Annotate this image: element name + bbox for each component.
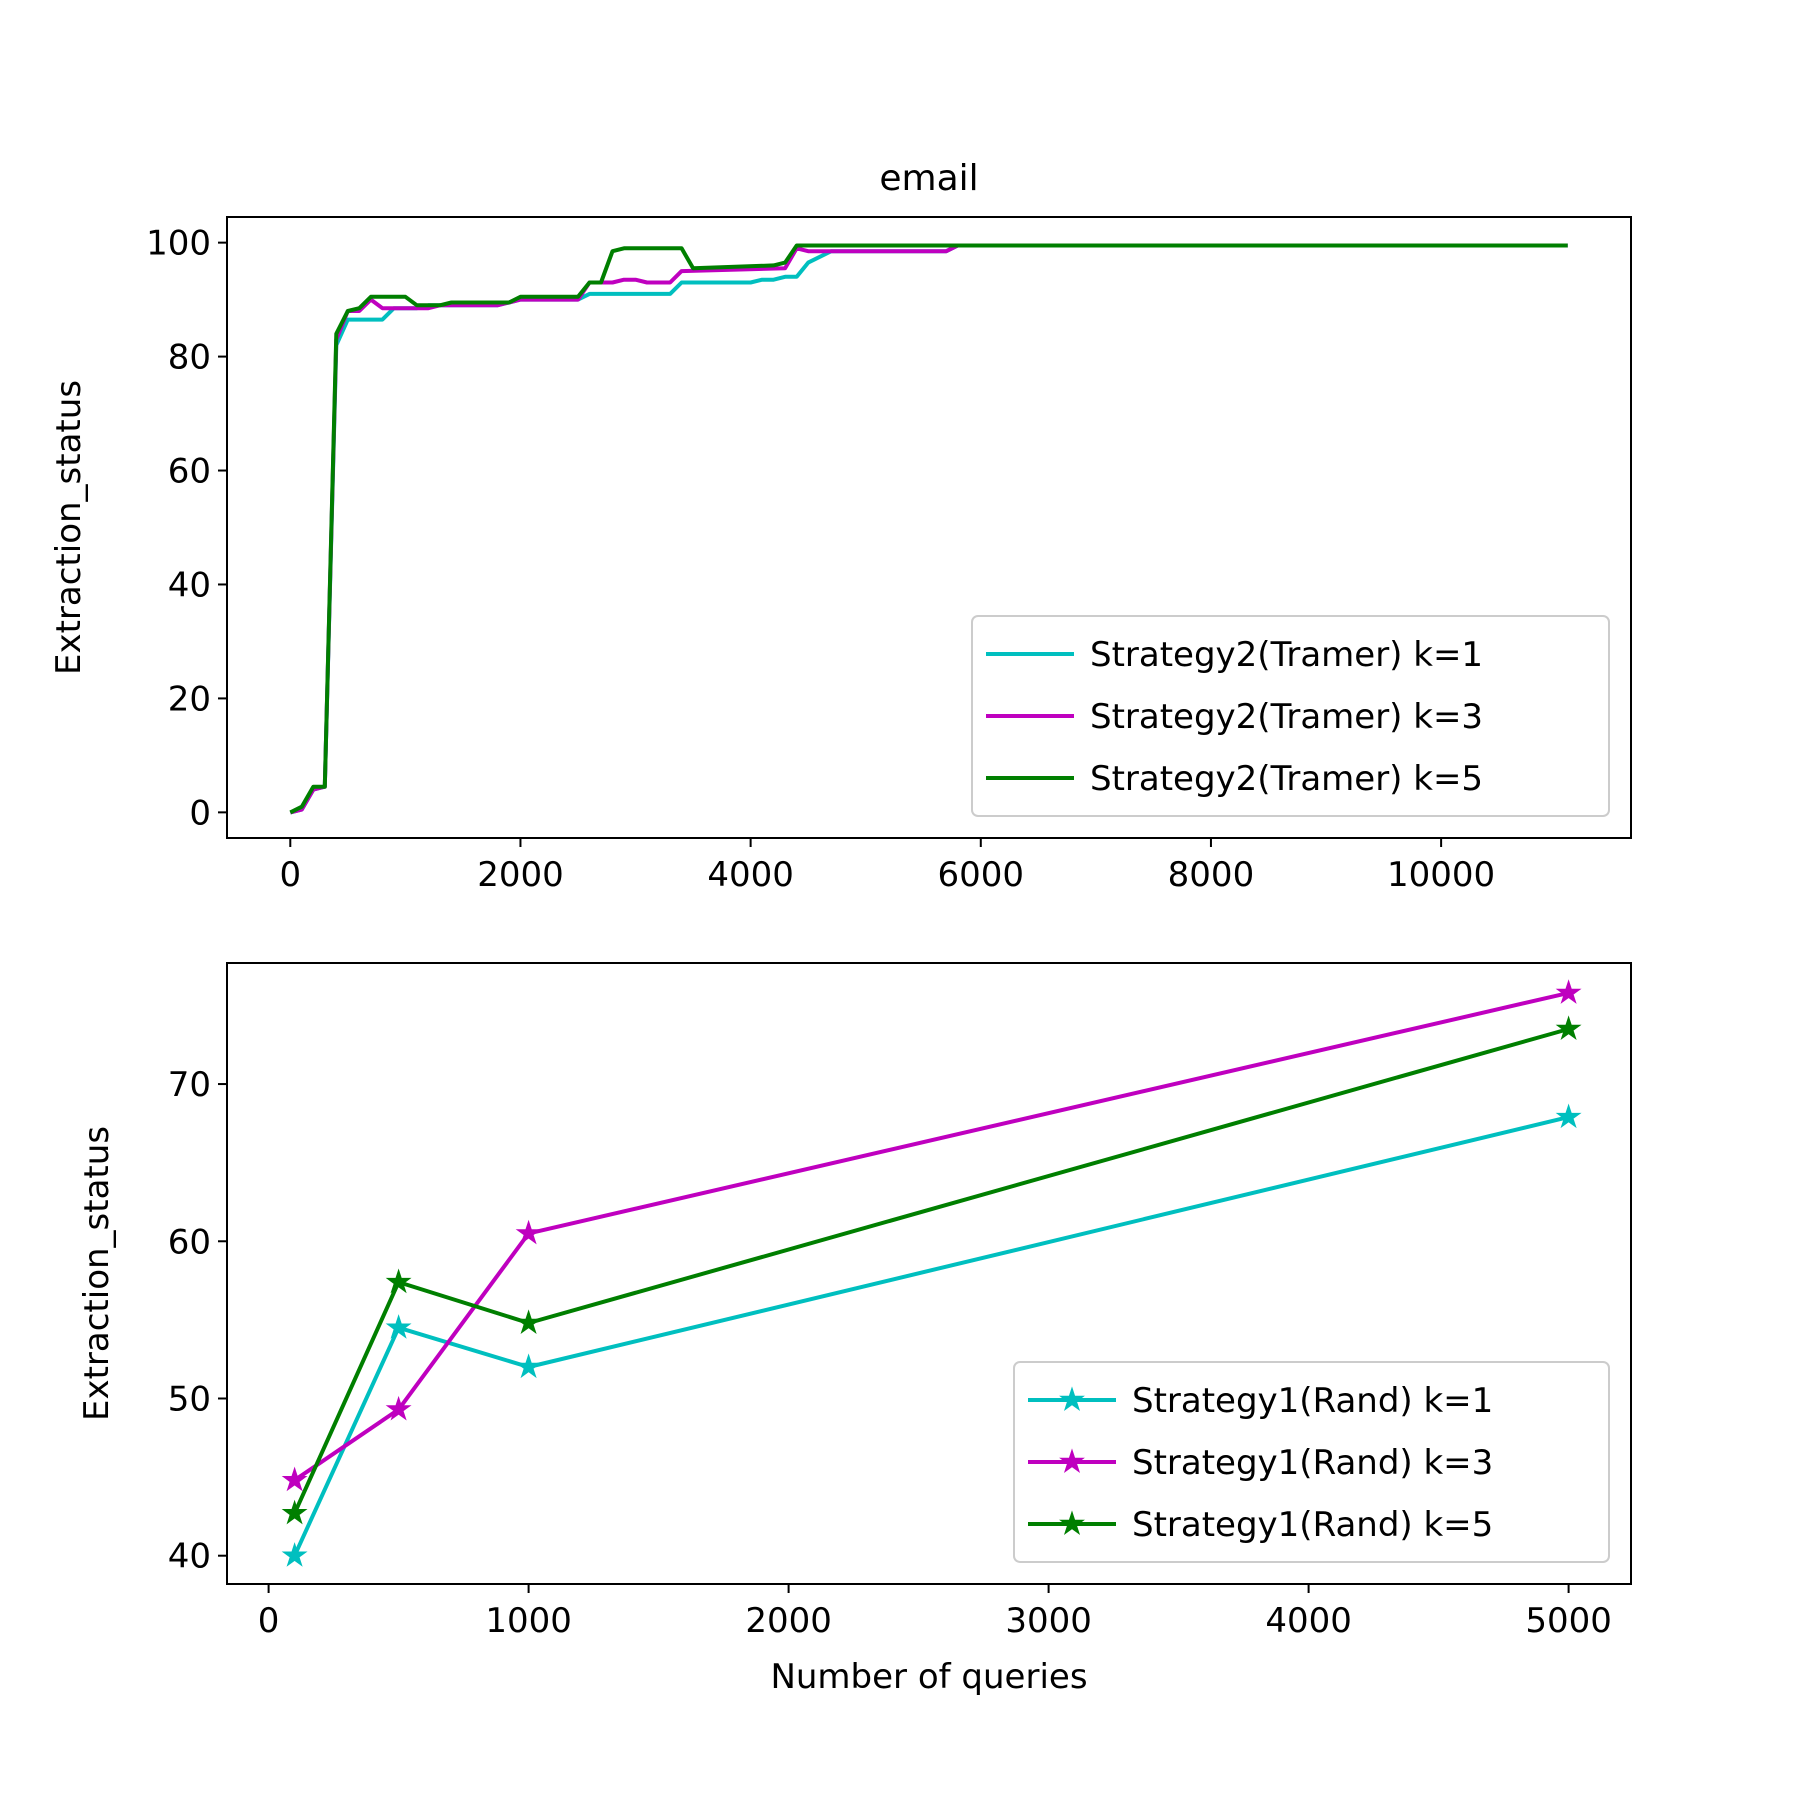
x-tick-label: 1000 bbox=[485, 1601, 572, 1641]
series-line-3 bbox=[289, 243, 1568, 815]
x-tick-label: 6000 bbox=[938, 855, 1025, 895]
axes-frame bbox=[226, 216, 1632, 839]
y-tick-label: 0 bbox=[189, 793, 211, 833]
legend: Strategy2(Tramer) k=1 Strategy2(Tramer) k… bbox=[971, 615, 1610, 817]
y-tick-label: 60 bbox=[168, 452, 211, 492]
y-tick-label: 70 bbox=[168, 1065, 211, 1105]
y-tick-label: 40 bbox=[168, 1537, 211, 1577]
legend-label: Strategy2(Tramer) k=5 bbox=[1090, 759, 1483, 799]
y-tick-label: 80 bbox=[168, 338, 211, 378]
legend-label: Strategy1(Rand) k=3 bbox=[1132, 1443, 1493, 1483]
x-tick-label: 2000 bbox=[745, 1601, 832, 1641]
axes-frame bbox=[226, 962, 1632, 1585]
legend-label: Strategy1(Rand) k=5 bbox=[1132, 1505, 1493, 1545]
legend: Strategy1(Rand) k=1 Strategy1(Rand) k=3 St… bbox=[1013, 1361, 1610, 1563]
data-point-marker bbox=[385, 1268, 412, 1294]
data-point-marker bbox=[1555, 1015, 1582, 1040]
series-line-3 bbox=[292, 1027, 1570, 1515]
legend-box bbox=[971, 615, 1610, 817]
x-tick-label: 10000 bbox=[1387, 855, 1495, 895]
y-tick-label: 60 bbox=[168, 1222, 211, 1262]
figure-title: email bbox=[879, 158, 978, 199]
legend-label: Strategy1(Rand) k=1 bbox=[1132, 1381, 1493, 1421]
x-tick-label: 4000 bbox=[707, 855, 794, 895]
y-axis-label: Extraction_status bbox=[77, 1126, 117, 1421]
data-point-marker bbox=[515, 1309, 542, 1334]
data-point-marker bbox=[281, 1542, 308, 1567]
legend-marker bbox=[1059, 1448, 1085, 1473]
legend-label: Strategy2(Tramer) k=1 bbox=[1090, 635, 1483, 675]
x-tick-label: 2000 bbox=[477, 855, 564, 895]
x-tick-label: 5000 bbox=[1525, 1601, 1612, 1641]
x-tick-label: 0 bbox=[279, 855, 301, 895]
data-point-marker bbox=[515, 1219, 542, 1245]
data-point-marker bbox=[515, 1353, 542, 1379]
series-line-2 bbox=[293, 990, 1570, 1482]
data-point-marker bbox=[281, 1499, 308, 1525]
data-point-marker bbox=[385, 1314, 412, 1339]
y-tick-label: 100 bbox=[146, 224, 211, 264]
y-tick-label: 50 bbox=[168, 1379, 211, 1419]
y-axis-label: Extraction_status bbox=[49, 380, 89, 675]
chart-1: 0 2000 4000 6000 8000 10000 0 20 40 60 80 100 Extrac… bbox=[49, 216, 1632, 895]
data-point-marker bbox=[385, 1395, 412, 1421]
chart-2: 0 1000 2000 3000 4000 5000 40 50 60 70 Extraction_… bbox=[77, 962, 1632, 1697]
x-axis-label: Number of queries bbox=[770, 1657, 1087, 1697]
data-point-marker bbox=[1555, 979, 1582, 1004]
legend-marker bbox=[1059, 1386, 1085, 1411]
legend-label: Strategy2(Tramer) k=3 bbox=[1090, 697, 1483, 737]
y-tick-label: 40 bbox=[168, 565, 211, 605]
legend-marker bbox=[1059, 1510, 1085, 1535]
x-tick-label: 4000 bbox=[1265, 1601, 1352, 1641]
x-tick-label: 0 bbox=[258, 1601, 280, 1641]
x-tick-label: 8000 bbox=[1168, 855, 1255, 895]
legend-box bbox=[1013, 1361, 1610, 1563]
data-point-marker bbox=[1555, 1103, 1582, 1129]
series-line-1 bbox=[292, 1115, 1570, 1557]
data-point-marker bbox=[281, 1466, 308, 1492]
series-line-1 bbox=[289, 243, 1568, 815]
y-tick-label: 20 bbox=[168, 679, 211, 719]
x-tick-label: 3000 bbox=[1005, 1601, 1092, 1641]
